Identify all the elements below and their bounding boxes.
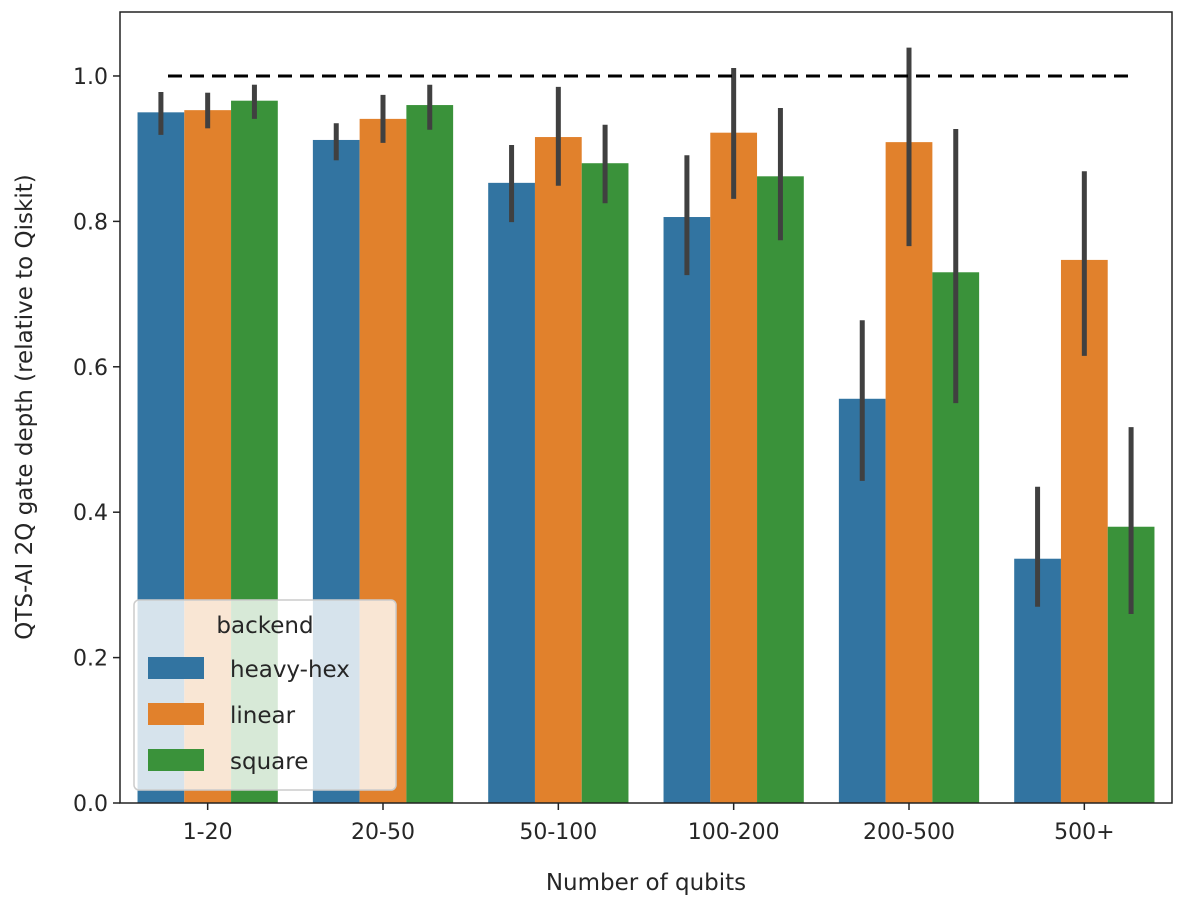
plot-frame [119, 11, 1173, 804]
y-tick-label: 0.4 [73, 501, 108, 526]
bar-square-20-50 [406, 105, 454, 803]
y-tick-label: 1.0 [73, 65, 108, 90]
bar-square-50-100 [581, 163, 629, 803]
x-tick-label: 100-200 [688, 820, 780, 845]
y-tick-label: 0.2 [73, 647, 108, 672]
legend-swatch-heavy-hex [148, 657, 204, 679]
bar-heavy-hex-50-100 [488, 182, 535, 803]
x-tick-label: 500+ [1054, 820, 1114, 845]
x-tick-label: 1-20 [183, 820, 233, 845]
x-axis: 1-20 20-50 50-100 100-200 200-500 500+ [183, 803, 1115, 845]
error-bars-layer [158, 47, 1134, 614]
bar-linear-50-100 [534, 137, 582, 803]
x-tick-label: 200-500 [863, 820, 955, 845]
y-tick-label: 0.8 [73, 210, 108, 235]
legend-swatch-square [148, 749, 204, 771]
y-axis-label: QTS-AI 2Q gate depth (relative to Qiskit… [12, 174, 38, 639]
legend-box [133, 599, 397, 791]
legend-title: backend [216, 613, 313, 639]
legend-label-square: square [230, 749, 308, 775]
legend-label-heavy-hex: heavy-hex [230, 657, 350, 683]
legend-label-linear: linear [230, 703, 296, 729]
x-axis-label: Number of qubits [546, 870, 746, 896]
y-tick-label: 0.0 [73, 792, 108, 817]
y-axis: 0.0 0.2 0.4 0.6 0.8 1.0 [73, 65, 120, 817]
x-tick-label: 20-50 [351, 820, 415, 845]
bar-heavy-hex-100-200 [663, 217, 711, 804]
x-tick-label: 50-100 [519, 820, 597, 845]
legend-swatch-linear [148, 703, 204, 725]
bar-linear-100-200 [710, 132, 758, 803]
bar-square-100-200 [757, 176, 804, 803]
legend: backend heavy-hex linear square [133, 599, 397, 791]
y-tick-label: 0.6 [73, 356, 108, 381]
bar-linear-200-500 [885, 142, 933, 803]
